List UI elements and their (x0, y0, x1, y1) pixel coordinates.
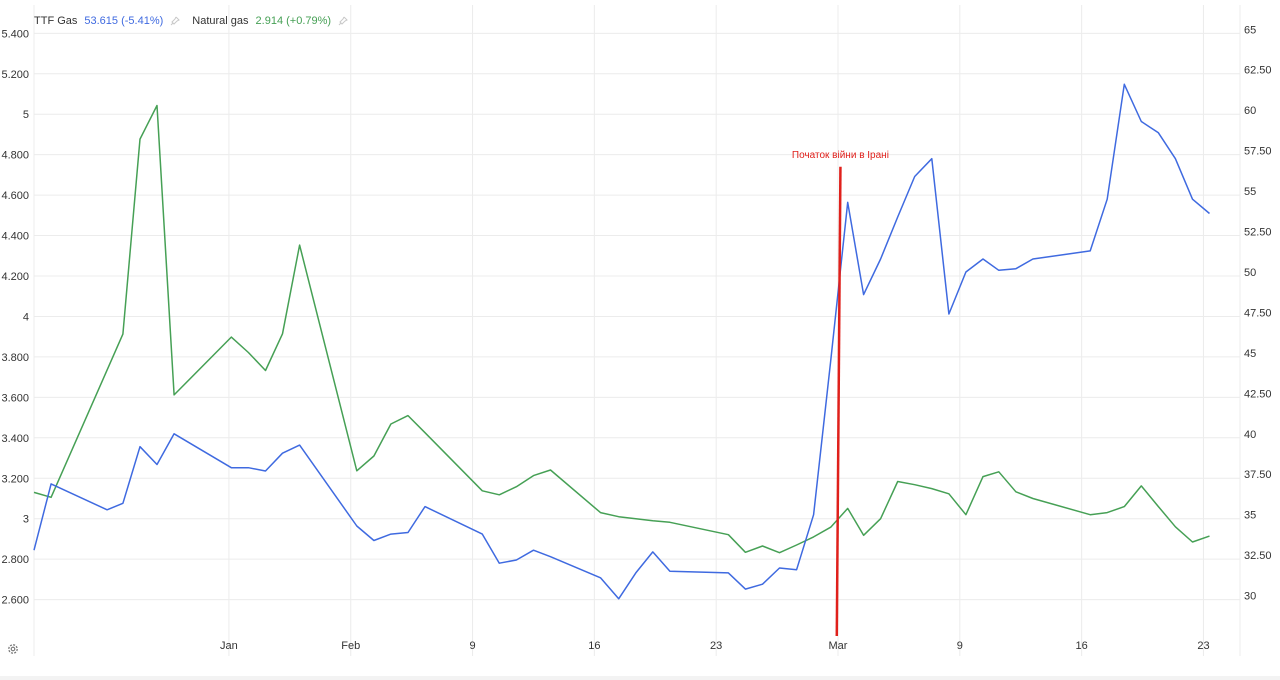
left-tick-label: 4.600 (1, 190, 29, 202)
right-tick-label: 62.50 (1244, 65, 1272, 77)
x-tick-label: Jan (220, 640, 238, 652)
right-tick-label: 65 (1244, 24, 1256, 36)
annotation: Початок війни в Ірані (792, 150, 889, 637)
annotation-label: Початок війни в Ірані (792, 150, 889, 161)
right-tick-label: 55 (1244, 186, 1256, 198)
series-lines (33, 83, 1210, 600)
right-tick-label: 40 (1244, 429, 1256, 441)
right-tick-label: 42.50 (1244, 388, 1272, 400)
right-tick-label: 47.50 (1244, 307, 1272, 319)
series-line-ttf-gas (33, 83, 1210, 600)
legend-natgas-name: Natural gas (192, 15, 249, 27)
right-tick-label: 60 (1244, 105, 1256, 117)
series-line-natural-gas (33, 104, 1210, 554)
pin-icon[interactable] (338, 16, 348, 26)
left-tick-label: 3.800 (1, 352, 29, 364)
left-tick-label: 5.400 (1, 28, 29, 40)
x-tick-label: 16 (588, 640, 600, 652)
x-tick-label: 23 (710, 640, 722, 652)
right-axis-ticks: 30 32.50 35 37.50 40 42.50 45 47.50 50 52.50 55 57.… (1244, 24, 1272, 602)
right-tick-label: 35 (1244, 510, 1256, 522)
left-tick-label: 5.200 (1, 69, 29, 81)
pin-icon[interactable] (170, 16, 181, 26)
right-tick-label: 37.50 (1244, 469, 1272, 481)
right-tick-label: 30 (1244, 591, 1256, 603)
left-tick-label: 2.600 (1, 595, 29, 607)
legend-natgas-value: 2.914 (+0.79%) (255, 15, 332, 27)
legend: TTF Gas 53.615 (-5.41%) Natural gas 2.91… (34, 15, 356, 27)
grid (33, 5, 1241, 656)
right-tick-label: 50 (1244, 267, 1256, 279)
x-axis-ticks: Jan Feb 9 16 23 Mar 9 16 23 (220, 640, 1210, 652)
left-tick-label: 4 (23, 311, 29, 323)
left-tick-label: 5 (23, 109, 29, 121)
left-tick-label: 4.800 (1, 150, 29, 162)
x-tick-label: 9 (957, 640, 963, 652)
left-tick-label: 2.800 (1, 554, 29, 566)
left-axis-ticks: 2.600 2.800 3 3.200 3.400 3.600 3.800 4 4.200 4.4… (1, 28, 29, 606)
bottom-strip (0, 676, 1280, 680)
right-tick-label: 45 (1244, 348, 1256, 360)
left-tick-label: 4.400 (1, 231, 29, 243)
x-tick-label: 23 (1197, 640, 1209, 652)
left-tick-label: 3 (23, 514, 29, 526)
legend-ttf-value: 53.615 (-5.41%) (84, 15, 164, 27)
settings-gear-icon[interactable] (6, 642, 20, 656)
left-tick-label: 3.600 (1, 392, 29, 404)
x-tick-label: Mar (829, 640, 848, 652)
legend-ttf-name: TTF Gas (34, 15, 78, 27)
right-tick-label: 57.50 (1244, 146, 1272, 158)
left-tick-label: 4.200 (1, 271, 29, 283)
right-tick-label: 32.50 (1244, 550, 1272, 562)
x-tick-label: 9 (469, 640, 475, 652)
x-tick-label: Feb (341, 640, 360, 652)
right-tick-label: 52.50 (1244, 227, 1272, 239)
left-tick-label: 3.200 (1, 473, 29, 485)
x-tick-label: 16 (1076, 640, 1088, 652)
left-tick-label: 3.400 (1, 433, 29, 445)
annotation-line (835, 166, 842, 637)
